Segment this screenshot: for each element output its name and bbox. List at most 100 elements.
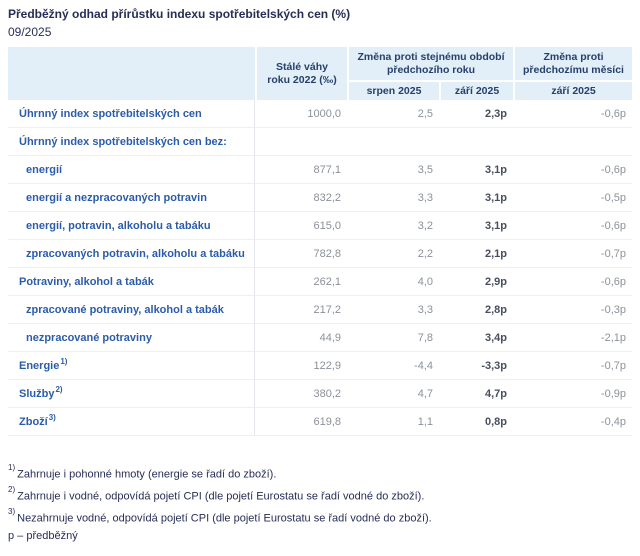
cell-yoy-sep: -3,3p	[481, 359, 507, 372]
row-label: Úhrnný index spotřebitelských cen	[8, 100, 255, 127]
footnotes: 1)Zahrnuje i pohonné hmoty (energie se ř…	[8, 462, 632, 546]
cell-weight: 217,2	[313, 303, 341, 316]
row-label-text: energií, potravin, alkoholu a tabáku	[26, 219, 211, 232]
row-label: Zboží 3)	[8, 408, 255, 435]
cell-weight: 615,0	[313, 219, 341, 232]
header-empty-cell	[8, 47, 255, 100]
table-header: Stálé váhy roku 2022 (‰) Změna proti ste…	[8, 47, 632, 100]
footnote-text: p – předběžný	[8, 530, 78, 543]
table-row: energií a nezpracovaných potravin 832,2 …	[8, 184, 632, 212]
header-weights-column: Stálé váhy roku 2022 (‰)	[255, 47, 347, 100]
cell-weight: 782,8	[313, 247, 341, 260]
cell-yoy-aug: 3,3	[417, 191, 433, 204]
footnote-ref: 2)	[55, 385, 63, 394]
cell-mom-sep: -0,6p	[600, 219, 626, 232]
header-group-mom: Změna proti předchozímu měsíci	[513, 47, 632, 80]
cell-yoy-aug: 3,5	[417, 163, 433, 176]
row-label: zpracovaných potravin, alkoholu a tabáku	[8, 240, 255, 267]
cell-weight: 122,9	[313, 359, 341, 372]
table-row: Energie 1) 122,9 -4,4 -3,3p -0,7p	[8, 352, 632, 380]
table-row: Služby 2) 380,2 4,7 4,7p -0,9p	[8, 380, 632, 408]
cell-yoy-aug: 1,1	[417, 415, 433, 428]
row-label: energií, potravin, alkoholu a tabáku	[8, 212, 255, 239]
cell-mom-sep: -0,5p	[600, 191, 626, 204]
footnote-marker: 1)	[8, 463, 16, 472]
cell-yoy-aug: 4,7	[417, 387, 433, 400]
cell-weight: 1000,0	[307, 107, 341, 120]
header-group-yoy: Změna proti stejnému období předchozího …	[347, 47, 513, 80]
cell-weight: 262,1	[313, 275, 341, 288]
cell-mom-sep: -0,6p	[600, 163, 626, 176]
table-row: nezpracované potraviny 44,9 7,8 3,4p -2,…	[8, 324, 632, 352]
row-label-text: Energie	[19, 359, 60, 372]
cell-yoy-aug: 3,3	[417, 303, 433, 316]
cell-yoy-sep	[439, 128, 513, 155]
row-label-text: Služby	[19, 387, 55, 400]
cell-mom-sep: -0,7p	[600, 359, 626, 372]
cell-yoy-aug: 4,0	[417, 275, 433, 288]
footnote-text: Zahrnuje i vodné, odpovídá pojetí CPI (d…	[17, 490, 425, 503]
cell-yoy-sep: 0,8p	[484, 415, 507, 428]
cell-yoy-sep: 3,1p	[484, 163, 507, 176]
cell-yoy-sep: 2,1p	[484, 247, 507, 260]
cell-yoy-sep: 4,7p	[484, 387, 507, 400]
footnote-ref: 3)	[48, 413, 56, 422]
cell-yoy-sep: 3,4p	[484, 331, 507, 344]
row-label: energií a nezpracovaných potravin	[8, 184, 255, 211]
cell-weight	[255, 128, 347, 155]
footnote-ref: 1)	[60, 357, 68, 366]
cell-mom-sep: -0,6p	[600, 107, 626, 120]
footnote-1: 1)Zahrnuje i pohonné hmoty (energie se ř…	[8, 462, 632, 484]
row-label-text: energií	[26, 163, 63, 176]
cell-mom-sep: -0,7p	[600, 247, 626, 260]
row-label-text: energií a nezpracovaných potravin	[26, 191, 207, 204]
table-row: zpracovaných potravin, alkoholu a tabáku…	[8, 240, 632, 268]
footnote-3: 3)Nezahrnuje vodné, odpovídá pojetí CPI …	[8, 506, 632, 528]
cell-yoy-sep: 2,9p	[484, 275, 507, 288]
cell-yoy-aug	[347, 128, 439, 155]
cell-mom-sep: -0,3p	[600, 303, 626, 316]
table-row: Úhrnný index spotřebitelských cen bez:	[8, 128, 632, 156]
table-row: energií, potravin, alkoholu a tabáku 615…	[8, 212, 632, 240]
row-label-text: Potraviny, alkohol a tabák	[19, 275, 154, 288]
cell-yoy-sep: 3,1p	[484, 219, 507, 232]
cell-mom-sep: -2,1p	[600, 331, 626, 344]
footnote-marker: 2)	[8, 485, 16, 495]
row-label-text: Úhrnný index spotřebitelských cen	[19, 107, 202, 120]
row-label-text: Zboží	[19, 415, 48, 428]
row-label: Služby 2)	[8, 380, 255, 407]
footnote-2: 2)Zahrnuje i vodné, odpovídá pojetí CPI …	[8, 484, 632, 506]
cell-weight: 619,8	[313, 415, 341, 428]
table-row: zpracované potraviny, alkohol a tabák 21…	[8, 296, 632, 324]
cell-yoy-sep: 2,8p	[484, 303, 507, 316]
footnote-marker: 3)	[8, 507, 16, 517]
table-row: Úhrnný index spotřebitelských cen 1000,0…	[8, 100, 632, 128]
row-label: energií	[8, 156, 255, 183]
header-sub-september-2025-mom: září 2025	[513, 80, 632, 100]
cell-yoy-sep: 3,1p	[484, 191, 507, 204]
row-label: Energie 1)	[8, 352, 255, 379]
cell-mom-sep: -0,6p	[600, 275, 626, 288]
report-period: 09/2025	[8, 25, 52, 39]
footnote-text: Nezahrnuje vodné, odpovídá pojetí CPI (d…	[17, 512, 432, 525]
cell-yoy-aug: -4,4	[414, 359, 433, 372]
cell-mom-sep	[513, 128, 632, 155]
cell-weight: 832,2	[313, 191, 341, 204]
cell-yoy-aug: 3,2	[417, 219, 433, 232]
page-title: Předběžný odhad přírůstku indexu spotřeb…	[8, 7, 351, 21]
row-label: Potraviny, alkohol a tabák	[8, 268, 255, 295]
cell-weight: 877,1	[313, 163, 341, 176]
cell-mom-sep: -0,9p	[600, 387, 626, 400]
cell-weight: 44,9	[319, 331, 341, 344]
table-row: Potraviny, alkohol a tabák 262,1 4,0 2,9…	[8, 268, 632, 296]
table-body: Úhrnný index spotřebitelských cen 1000,0…	[8, 100, 632, 436]
cell-yoy-aug: 7,8	[417, 331, 433, 344]
cell-mom-sep: -0,4p	[600, 415, 626, 428]
row-label-text: zpracované potraviny, alkohol a tabák	[26, 303, 224, 316]
cpi-table: Stálé váhy roku 2022 (‰) Změna proti ste…	[8, 47, 632, 436]
header-sub-september-2025: září 2025	[439, 80, 513, 100]
cell-weight: 380,2	[313, 387, 341, 400]
table-row: Zboží 3) 619,8 1,1 0,8p -0,4p	[8, 408, 632, 436]
row-label: zpracované potraviny, alkohol a tabák	[8, 296, 255, 323]
